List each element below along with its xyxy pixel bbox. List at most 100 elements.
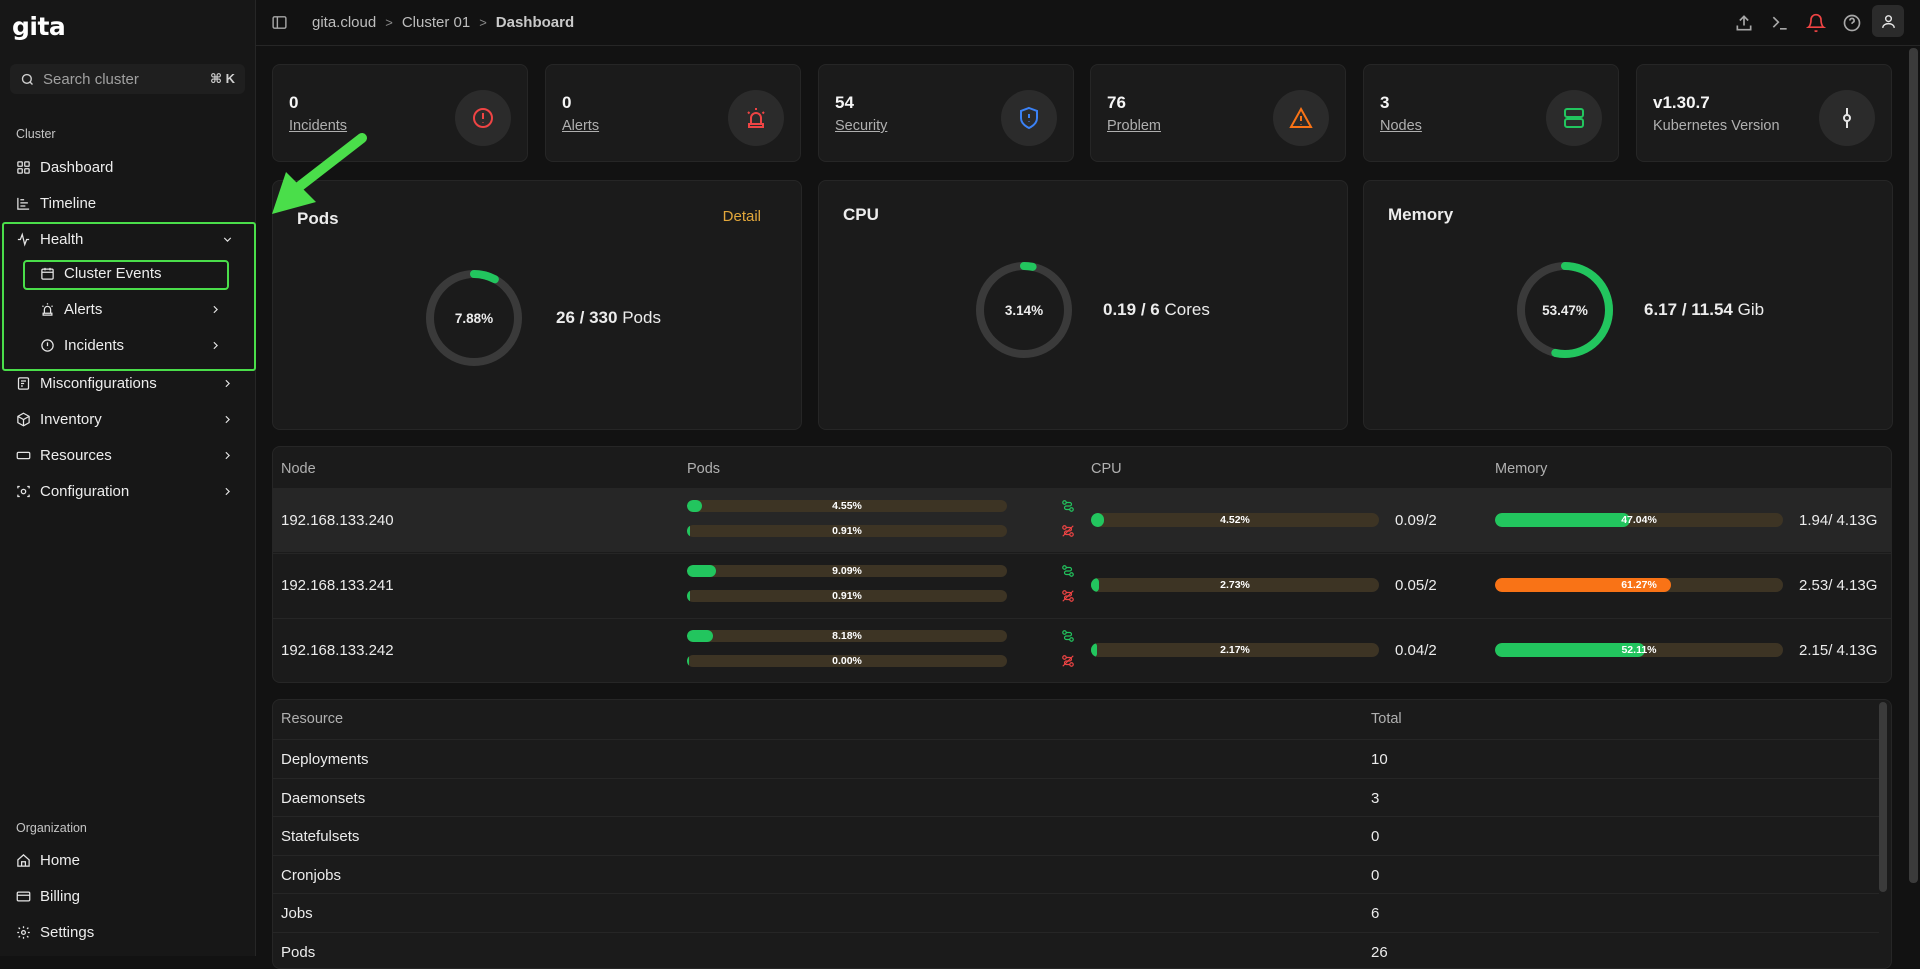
cluster-section-label: Cluster [16, 127, 56, 141]
gear-icon [16, 925, 31, 940]
sidebar-item-label: Misconfigurations [40, 375, 157, 392]
pods-gauge-label: 7.88% [424, 268, 524, 368]
sidebar-item-configuration[interactable]: Configuration [8, 475, 244, 507]
cpu-total: 6 [1150, 300, 1159, 319]
memory-bar: 47.04% [1495, 513, 1783, 527]
cpu-bar: 4.52% [1091, 513, 1379, 527]
stat-value: v1.30.7 [1653, 93, 1710, 113]
search-placeholder: Search cluster [43, 71, 139, 88]
running-pods-icon [1061, 629, 1075, 643]
stat-card-alerts: 0 Alerts [545, 64, 801, 162]
health-highlight-box [2, 222, 256, 371]
sidebar-item-label: Configuration [40, 483, 129, 500]
sidebar-item-home[interactable]: Home [8, 844, 244, 876]
resource-name: Deployments [281, 751, 369, 768]
terminal-icon[interactable] [1770, 13, 1790, 33]
breadcrumb-current: Dashboard [496, 14, 574, 31]
stat-icon-badge [455, 90, 511, 146]
node-ip: 192.168.133.242 [281, 642, 394, 659]
search-icon [20, 72, 35, 87]
stat-link-alerts[interactable]: Alerts [562, 118, 599, 134]
pods-unit: Pods [622, 308, 661, 327]
server-icon [1562, 106, 1586, 130]
memory-panel: Memory 53.47% 6.17 / 11.54 Gib [1363, 180, 1893, 430]
sidebar-item-misconfigurations[interactable]: Misconfigurations [8, 367, 244, 399]
chevron-right-icon [221, 413, 234, 426]
sidebar-toggle-icon[interactable] [271, 14, 288, 31]
sidebar-item-label: Inventory [40, 411, 102, 428]
box-icon [16, 412, 31, 427]
sidebar-item-settings[interactable]: Settings [8, 916, 244, 948]
memory-unit: Gib [1738, 300, 1764, 319]
column-header-node: Node [281, 461, 316, 477]
settings-scan-icon [16, 484, 31, 499]
user-menu-button[interactable] [1872, 5, 1904, 37]
stat-label: Kubernetes Version [1653, 118, 1780, 134]
chevron-right-icon [221, 377, 234, 390]
sidebar-item-dashboard[interactable]: Dashboard [8, 151, 244, 183]
memory-usage: 6.17 / 11.54 Gib [1644, 300, 1764, 320]
pods-detail-link[interactable]: Detail [723, 208, 761, 225]
pods-running-label: 8.18% [687, 630, 1007, 642]
stat-card-kubernetes-version: v1.30.7 Kubernetes Version [1636, 64, 1892, 162]
gita-logo[interactable]: gita [12, 12, 65, 41]
page-scrollbar[interactable] [1909, 48, 1918, 883]
stat-link-nodes[interactable]: Nodes [1380, 118, 1422, 134]
memory-total: 11.54 [1691, 300, 1733, 319]
top-bar: gita.cloud > Cluster 01 > Dashboard [256, 0, 1920, 46]
sidebar-item-resources[interactable]: Resources [8, 439, 244, 471]
memory-gauge: 53.47% [1515, 260, 1615, 360]
upload-icon[interactable] [1734, 13, 1754, 33]
pods-running-bar: 4.55% [687, 500, 1007, 512]
alert-circle-icon [471, 106, 495, 130]
stat-link-problem[interactable]: Problem [1107, 118, 1161, 134]
help-circle-icon[interactable] [1842, 13, 1862, 33]
stat-value: 0 [289, 93, 298, 113]
pods-running-label: 9.09% [687, 565, 1007, 577]
breadcrumb-root[interactable]: gita.cloud [312, 14, 376, 31]
bell-icon[interactable] [1806, 13, 1826, 33]
rectangle-ellipsis-icon [16, 448, 31, 463]
chart-line-icon [16, 196, 31, 211]
memory-bar-label: 61.27% [1495, 578, 1783, 592]
column-header-cpu: CPU [1091, 461, 1122, 477]
resources-scrollbar[interactable] [1879, 702, 1887, 892]
breadcrumb-separator: > [479, 15, 487, 30]
pods-failed-label: 0.00% [687, 655, 1007, 667]
resource-total: 0 [1371, 828, 1379, 845]
cpu-value: 0.04/2 [1395, 642, 1437, 659]
memory-bar: 52.11% [1495, 643, 1783, 657]
breadcrumb-cluster[interactable]: Cluster 01 [402, 14, 470, 31]
column-header-total: Total [1371, 711, 1402, 727]
warning-triangle-icon [1289, 106, 1313, 130]
sidebar-item-timeline[interactable]: Timeline [8, 187, 244, 219]
sidebar-item-billing[interactable]: Billing [8, 880, 244, 912]
memory-gauge-label: 53.47% [1515, 260, 1615, 360]
search-cluster[interactable]: Search cluster ⌘ K [10, 64, 245, 94]
user-icon [1880, 13, 1897, 30]
cpu-usage: 0.19 / 6 Cores [1103, 300, 1210, 320]
shield-icon [1017, 106, 1041, 130]
resource-name: Cronjobs [281, 867, 341, 884]
node-ip: 192.168.133.241 [281, 577, 394, 594]
panel-title: Memory [1388, 205, 1453, 225]
pods-failed-label: 0.91% [687, 590, 1007, 602]
pods-usage: 26 / 330 Pods [556, 308, 661, 328]
column-header-resource: Resource [281, 711, 343, 727]
grid-icon [16, 160, 31, 175]
stat-link-security[interactable]: Security [835, 118, 887, 134]
sidebar-item-inventory[interactable]: Inventory [8, 403, 244, 435]
cpu-value: 0.09/2 [1395, 512, 1437, 529]
memory-bar-label: 52.11% [1495, 643, 1783, 657]
pods-gauge: 7.88% [424, 268, 524, 368]
